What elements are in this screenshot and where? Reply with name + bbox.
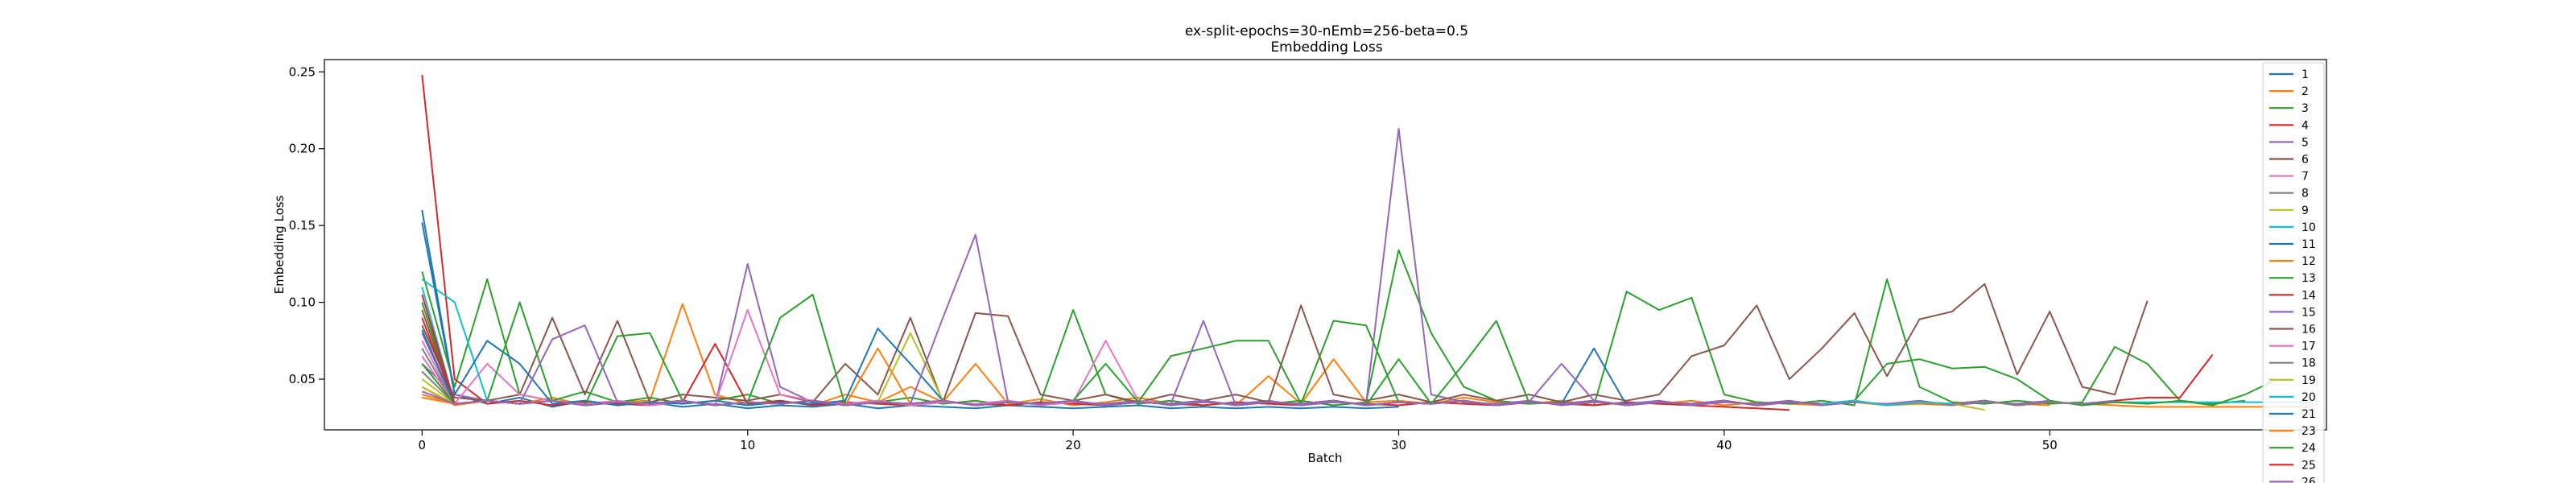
legend-label-1: 1 — [2301, 68, 2309, 81]
y-tick-label: 0.15 — [289, 218, 316, 233]
legend-label-15: 15 — [2301, 306, 2316, 319]
legend-label-19: 19 — [2301, 374, 2316, 387]
legend-label-11: 11 — [2301, 238, 2316, 251]
x-tick-label: 40 — [1716, 438, 1732, 452]
x-axis: 0 10 20 30 40 50 — [419, 430, 2058, 452]
x-tick-label: 20 — [1066, 438, 1081, 452]
legend-label-10: 10 — [2301, 221, 2316, 234]
legend-label-20: 20 — [2301, 391, 2316, 404]
x-tick-label: 30 — [1391, 438, 1406, 452]
legend-box — [2262, 62, 2325, 483]
x-tick-label: 50 — [2042, 438, 2058, 452]
legend-label-7: 7 — [2301, 171, 2309, 184]
chart-subtitle: Embedding Loss — [1270, 39, 1382, 56]
series-layer — [421, 74, 2310, 411]
legend-label-23: 23 — [2301, 425, 2316, 438]
y-tick-label: 0.05 — [289, 372, 316, 386]
y-tick-label: 0.20 — [289, 142, 316, 156]
y-axis: 0.05 0.10 0.15 0.20 0.25 — [289, 64, 324, 386]
legend-label-25: 25 — [2301, 459, 2316, 472]
y-axis-label: Embedding Loss — [272, 195, 287, 294]
legend-label-2: 2 — [2301, 85, 2309, 98]
chart-title: ex-split-epochs=30-nEmb=256-beta=0.5 — [1185, 23, 1468, 39]
y-tick-label: 0.25 — [289, 64, 316, 79]
legend-label-14: 14 — [2301, 289, 2316, 302]
x-tick-label: 10 — [740, 438, 755, 452]
legend-label-18: 18 — [2301, 357, 2316, 370]
legend-label-3: 3 — [2301, 102, 2309, 115]
x-tick-label: 0 — [419, 438, 427, 452]
legend-label-5: 5 — [2301, 136, 2309, 149]
legend-label-21: 21 — [2301, 408, 2316, 421]
legend-label-26: 26 — [2301, 476, 2316, 483]
axes-frame — [324, 59, 2327, 431]
legend-label-16: 16 — [2301, 324, 2316, 336]
legend-label-17: 17 — [2301, 341, 2316, 353]
series-line-26 — [421, 390, 1823, 407]
legend-label-24: 24 — [2301, 442, 2316, 455]
legend-label-13: 13 — [2301, 272, 2316, 285]
legend-label-4: 4 — [2301, 119, 2309, 132]
legend: 1234567891011121314151617181920212324252… — [2262, 62, 2325, 483]
x-axis-label: Batch — [1307, 451, 1342, 465]
legend-label-6: 6 — [2301, 154, 2309, 167]
legend-label-12: 12 — [2301, 255, 2316, 268]
series-line-6 — [421, 283, 2149, 403]
legend-label-9: 9 — [2301, 204, 2309, 217]
legend-label-8: 8 — [2301, 188, 2309, 200]
y-tick-label: 0.10 — [289, 295, 316, 310]
plot-area — [324, 59, 2327, 431]
